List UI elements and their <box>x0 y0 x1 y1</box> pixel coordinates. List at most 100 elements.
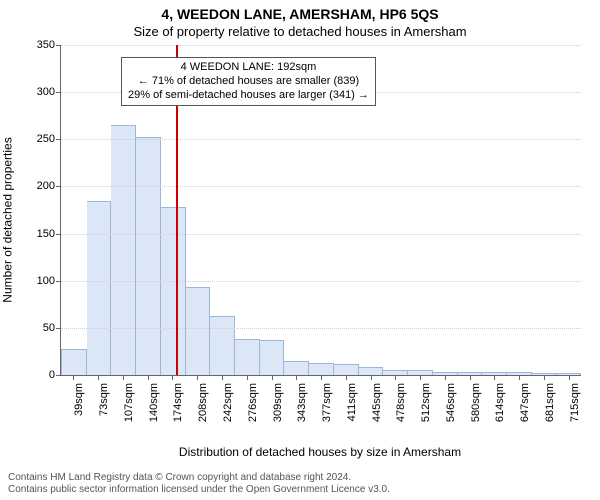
x-tick-mark <box>569 375 570 380</box>
histogram-bar <box>334 364 359 375</box>
x-tick: 681sqm <box>532 375 557 435</box>
histogram-bar <box>235 339 260 375</box>
x-tick: 343sqm <box>284 375 309 435</box>
y-tick-mark <box>56 234 61 235</box>
x-axis-label: Distribution of detached houses by size … <box>60 445 580 459</box>
histogram-bar <box>309 363 334 375</box>
x-tick: 411sqm <box>333 375 358 435</box>
x-tick: 377sqm <box>309 375 334 435</box>
x-tick: 276sqm <box>234 375 259 435</box>
x-tick: 478sqm <box>383 375 408 435</box>
footer-attribution: Contains HM Land Registry data © Crown c… <box>8 472 390 496</box>
x-tick-label: 208sqm <box>197 383 209 422</box>
histogram-bar <box>359 367 384 375</box>
x-tick: 39sqm <box>61 375 86 435</box>
footer-line-1: Contains HM Land Registry data © Crown c… <box>8 472 390 484</box>
page: 4, WEEDON LANE, AMERSHAM, HP6 5QS Size o… <box>0 0 600 500</box>
x-tick-mark <box>197 375 198 380</box>
x-tick-label: 715sqm <box>569 383 581 422</box>
x-tick: 546sqm <box>432 375 457 435</box>
gridline <box>61 45 581 46</box>
annotation-line: 29% of semi-detached houses are larger (… <box>128 89 369 103</box>
x-tick: 580sqm <box>457 375 482 435</box>
gridline <box>61 139 581 140</box>
histogram-bar <box>186 287 211 375</box>
x-tick-label: 411sqm <box>346 383 358 421</box>
y-tick-mark <box>56 92 61 93</box>
x-tick: 174sqm <box>160 375 185 435</box>
annotation-line: 4 WEEDON LANE: 192sqm <box>128 61 369 75</box>
x-tick-mark <box>395 375 396 380</box>
x-tick-label: 614sqm <box>494 383 506 422</box>
histogram-bar <box>210 316 235 375</box>
page-title: 4, WEEDON LANE, AMERSHAM, HP6 5QS <box>0 0 600 22</box>
x-tick-label: 647sqm <box>519 383 531 422</box>
y-tick-mark <box>56 328 61 329</box>
x-tick-mark <box>519 375 520 380</box>
histogram-bar <box>284 361 309 375</box>
x-tick: 647sqm <box>507 375 532 435</box>
y-axis-label: Number of detached properties <box>0 40 18 400</box>
x-tick: 512sqm <box>408 375 433 435</box>
y-tick-mark <box>56 45 61 46</box>
x-tick-row: 39sqm73sqm107sqm140sqm174sqm208sqm242sqm… <box>61 375 581 435</box>
x-tick: 107sqm <box>111 375 136 435</box>
x-tick-mark <box>544 375 545 380</box>
x-tick: 208sqm <box>185 375 210 435</box>
plot-area: 39sqm73sqm107sqm140sqm174sqm208sqm242sqm… <box>60 45 581 376</box>
x-tick-label: 478sqm <box>395 383 407 422</box>
x-tick-mark <box>296 375 297 380</box>
y-tick-mark <box>56 139 61 140</box>
gridline <box>61 281 581 282</box>
x-tick: 614sqm <box>482 375 507 435</box>
x-tick-label: 73sqm <box>98 383 110 416</box>
x-tick-mark <box>494 375 495 380</box>
x-tick-label: 107sqm <box>123 383 135 422</box>
x-tick-mark <box>420 375 421 380</box>
x-tick: 445sqm <box>358 375 383 435</box>
chart: Number of detached properties 39sqm73sqm… <box>0 40 600 440</box>
x-tick-label: 39sqm <box>73 383 85 416</box>
x-tick-label: 512sqm <box>420 383 432 422</box>
x-tick: 309sqm <box>259 375 284 435</box>
x-tick-mark <box>148 375 149 380</box>
x-tick-label: 309sqm <box>272 383 284 422</box>
x-tick-mark <box>371 375 372 380</box>
x-tick-mark <box>123 375 124 380</box>
x-tick-mark <box>470 375 471 380</box>
x-tick-mark <box>172 375 173 380</box>
histogram-bar <box>111 125 136 375</box>
x-tick-label: 580sqm <box>470 383 482 422</box>
x-tick-mark <box>346 375 347 380</box>
gridline <box>61 234 581 235</box>
annotation-box: 4 WEEDON LANE: 192sqm← 71% of detached h… <box>121 57 376 106</box>
x-tick-label: 174sqm <box>172 383 184 422</box>
x-tick-mark <box>321 375 322 380</box>
histogram-bar <box>161 207 186 375</box>
x-tick-label: 377sqm <box>321 383 333 422</box>
footer-line-2: Contains public sector information licen… <box>8 484 390 496</box>
annotation-line: ← 71% of detached houses are smaller (83… <box>128 75 369 89</box>
histogram-bar <box>260 340 285 375</box>
y-tick-mark <box>56 186 61 187</box>
x-tick-label: 276sqm <box>247 383 259 422</box>
y-tick-mark <box>56 375 61 376</box>
x-tick-mark <box>98 375 99 380</box>
x-tick: 73sqm <box>86 375 111 435</box>
x-tick-mark <box>247 375 248 380</box>
x-tick-mark <box>73 375 74 380</box>
x-tick-label: 140sqm <box>148 383 160 422</box>
gridline <box>61 328 581 329</box>
x-tick-mark <box>222 375 223 380</box>
x-tick-label: 343sqm <box>296 383 308 422</box>
gridline <box>61 186 581 187</box>
x-tick: 715sqm <box>556 375 581 435</box>
histogram-bar <box>61 349 87 375</box>
x-tick-label: 445sqm <box>371 383 383 422</box>
x-tick-mark <box>272 375 273 380</box>
x-tick-label: 546sqm <box>445 383 457 422</box>
chart-subtitle: Size of property relative to detached ho… <box>0 22 600 41</box>
y-tick-mark <box>56 281 61 282</box>
x-tick-mark <box>445 375 446 380</box>
histogram-bar <box>136 137 161 375</box>
